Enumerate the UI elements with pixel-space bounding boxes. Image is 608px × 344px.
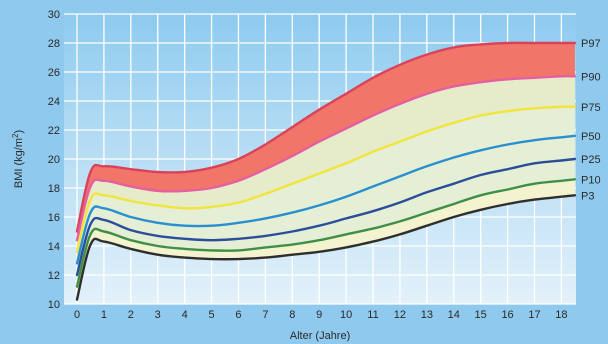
y-axis-title: BMI (kg/m2) [11,130,25,188]
series-line-p50 [75,134,577,265]
y-axis-title-main: BMI (kg/m [13,138,25,188]
y-tick-label-16: 16 [48,212,60,224]
series-label-p25: P25 [581,154,601,166]
x-tick-label-11: 11 [367,309,378,321]
y-tick-labels: 10 12 14 16 18 20 22 24 26 28 30 [48,9,60,311]
x-tick-label-10: 10 [340,309,352,321]
y-tick-label-24: 24 [48,96,60,108]
x-tick-label-4: 4 [182,309,188,321]
x-tick-label-2: 2 [128,309,134,321]
y-tick-label-30: 30 [48,9,60,21]
x-tick-label-12: 12 [394,309,406,321]
y-tick-label-14: 14 [48,241,60,253]
series-line-p3 [75,194,577,301]
series-line-p97 [75,41,577,233]
x-tick-label-14: 14 [448,309,460,321]
y-tick-label-20: 20 [48,154,60,166]
y-tick-label-28: 28 [48,38,60,50]
y-axis-title-superscript: 2 [11,133,20,138]
series-label-p10: P10 [581,174,601,186]
x-axis-title: Alter (Jahre) [290,330,351,342]
x-tick-label-7: 7 [262,309,268,321]
x-tick-label-6: 6 [235,309,241,321]
series-label-p50: P50 [581,131,601,143]
series-label-p97: P97 [581,38,601,50]
x-tick-label-8: 8 [289,309,295,321]
x-tick-label-16: 16 [501,309,513,321]
band-p90-p97 [77,42,575,241]
y-tick-label-10: 10 [48,299,60,311]
series-line-p90 [75,75,577,242]
x-tick-label-3: 3 [155,309,161,321]
series-label-p3: P3 [581,190,594,202]
x-tick-label-13: 13 [421,309,433,321]
y-axis-title-close: ) [13,130,25,134]
series-line-p75 [75,105,577,253]
x-tick-labels: 0 1 2 3 4 5 6 7 8 9 10 11 12 13 14 15 16 17 18 [74,309,568,321]
y-tick-label-18: 18 [48,183,60,195]
y-tick-label-22: 22 [48,125,60,137]
series-line-p10 [75,178,577,288]
x-tick-label-1: 1 [101,309,107,321]
x-tick-label-15: 15 [475,309,487,321]
x-tick-label-9: 9 [316,309,322,321]
x-tick-label-5: 5 [208,309,214,321]
series-labels: P97 P90 P75 P50 P25 P10 P3 [581,38,601,202]
series-label-p75: P75 [581,102,601,114]
series-lines [75,41,577,301]
series-line-p25 [75,157,577,277]
y-tick-label-26: 26 [48,67,60,79]
x-tick-label-17: 17 [528,309,540,321]
band-p75-p90 [77,76,575,252]
x-tick-label-18: 18 [555,309,567,321]
x-tick-label-0: 0 [74,309,80,321]
series-label-p90: P90 [581,71,601,83]
y-tick-label-12: 12 [48,270,60,282]
